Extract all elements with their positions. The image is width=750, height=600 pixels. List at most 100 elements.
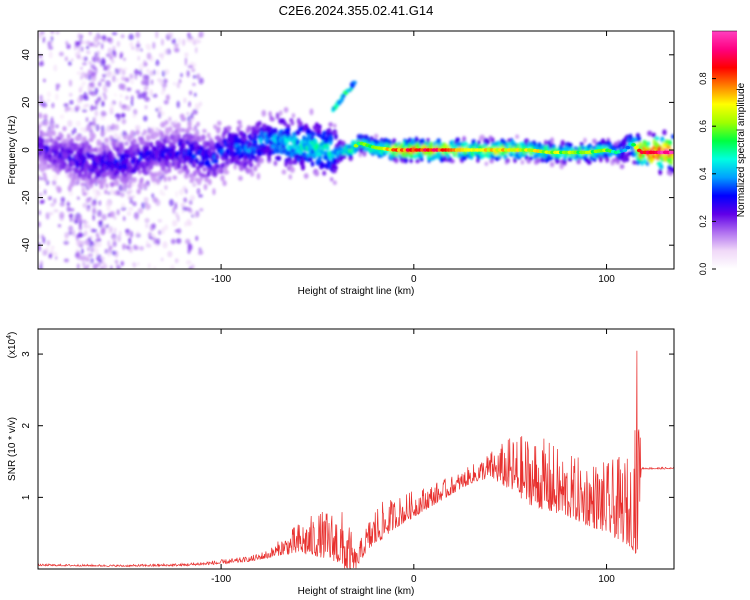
spectral-speck	[133, 264, 136, 269]
spectral-speck	[91, 125, 97, 130]
spectral-speck	[83, 91, 88, 99]
spectral-speck	[74, 105, 81, 111]
spectral-cell	[426, 138, 430, 143]
spectral-speck	[113, 227, 117, 234]
spectral-cell	[206, 132, 211, 139]
spectral-cell	[325, 145, 330, 151]
spectral-cell	[253, 135, 258, 140]
spectral-speck	[183, 197, 188, 203]
spectral-speck	[64, 105, 68, 113]
spectral-speck	[182, 206, 188, 212]
spectral-speck	[75, 120, 81, 127]
spectral-cell	[592, 157, 597, 162]
spectral-cell	[116, 174, 121, 180]
spectral-speck	[136, 40, 140, 46]
spectral-speck	[136, 262, 140, 266]
spectral-speck	[143, 86, 149, 90]
spectral-speck	[64, 56, 68, 62]
spectral-speck	[91, 56, 98, 63]
spectral-cell	[166, 136, 171, 142]
spectral-speck	[193, 212, 198, 219]
spectral-cell	[177, 127, 183, 133]
spectral-speck	[191, 68, 196, 73]
spectral-speck	[130, 95, 134, 101]
spectral-cell	[260, 142, 265, 148]
spectral-speck	[59, 211, 65, 219]
spectral-speck	[42, 236, 46, 244]
spectral-cell	[237, 160, 242, 167]
spectral-speck	[155, 59, 160, 66]
spectral-cell	[227, 132, 232, 140]
spectral-speck	[191, 264, 195, 269]
spectral-speck	[67, 119, 73, 127]
spectral-speck	[163, 99, 169, 105]
spectral-cell	[256, 160, 261, 168]
spectral-cell	[80, 182, 85, 187]
snr-y-ticks: 1 2 3	[21, 351, 674, 500]
spectral-cell	[613, 141, 618, 147]
spectral-speck	[66, 43, 71, 50]
spectral-cell	[237, 120, 242, 125]
spectral-speck	[130, 78, 134, 85]
spectral-cell	[248, 162, 254, 168]
spectral-speck	[112, 240, 117, 248]
spectral-speck	[48, 45, 54, 51]
spectral-speck	[94, 87, 99, 95]
spectral-speck	[114, 124, 119, 131]
spectral-cell	[342, 154, 347, 159]
spectral-cell	[58, 133, 64, 139]
spectral-cell	[373, 133, 379, 139]
spectral-cell	[226, 126, 231, 132]
spectral-cell	[212, 188, 216, 196]
spectral-speck	[38, 183, 41, 191]
spectral-speck	[146, 52, 152, 60]
spectral-speck	[69, 214, 73, 223]
spectral-cell	[173, 124, 177, 129]
spectral-speck	[174, 202, 178, 210]
spectral-cell	[647, 130, 653, 137]
spectral-cell	[51, 130, 56, 136]
spectral-speck	[118, 68, 121, 75]
spectral-speck	[87, 74, 92, 81]
spectral-speck	[113, 132, 118, 140]
spectral-speck	[51, 102, 55, 109]
spectral-cell	[176, 162, 182, 170]
spectrogram-panel: -100 0 100 -40 -20 0 20 40 Height of straight …	[7, 30, 675, 297]
colorbar-tick-label: 0.6	[698, 120, 708, 133]
spectral-cell	[543, 139, 548, 146]
snr-series-line	[38, 350, 674, 569]
spectral-cell	[625, 157, 630, 162]
spectral-cell	[253, 165, 258, 172]
spectral-speck	[198, 194, 203, 198]
spectral-cell	[160, 153, 166, 159]
spectral-speck	[45, 179, 50, 186]
spectral-speck	[135, 45, 141, 52]
spectral-speck	[80, 40, 86, 45]
spectral-cell	[87, 152, 91, 160]
spectral-speck	[130, 99, 134, 107]
spectral-cell	[333, 165, 338, 171]
spectral-cell	[216, 120, 222, 126]
spectral-cell	[667, 139, 672, 147]
spectral-speck	[101, 213, 107, 221]
spectral-speck	[186, 207, 192, 212]
spectral-speck	[76, 71, 82, 76]
spectral-speck	[147, 262, 151, 269]
spectral-speck	[193, 92, 197, 97]
spectral-speck	[39, 263, 43, 269]
spectral-spur-cell	[345, 88, 350, 93]
spectral-speck	[168, 199, 174, 207]
spectral-speck	[178, 78, 182, 84]
spectral-cell	[140, 139, 146, 144]
spectral-cell	[300, 164, 306, 171]
snr-scale-label: (x104)	[6, 332, 18, 359]
spectral-speck	[125, 95, 129, 100]
spectral-speck	[96, 254, 102, 262]
spectral-speck	[153, 237, 158, 245]
spectral-cell	[276, 155, 282, 161]
spectral-cell	[155, 178, 161, 184]
snr-x-tick-label: 100	[598, 574, 615, 585]
spectral-speck	[38, 192, 43, 198]
spectral-cell	[323, 150, 329, 157]
spectral-speck	[46, 91, 52, 98]
